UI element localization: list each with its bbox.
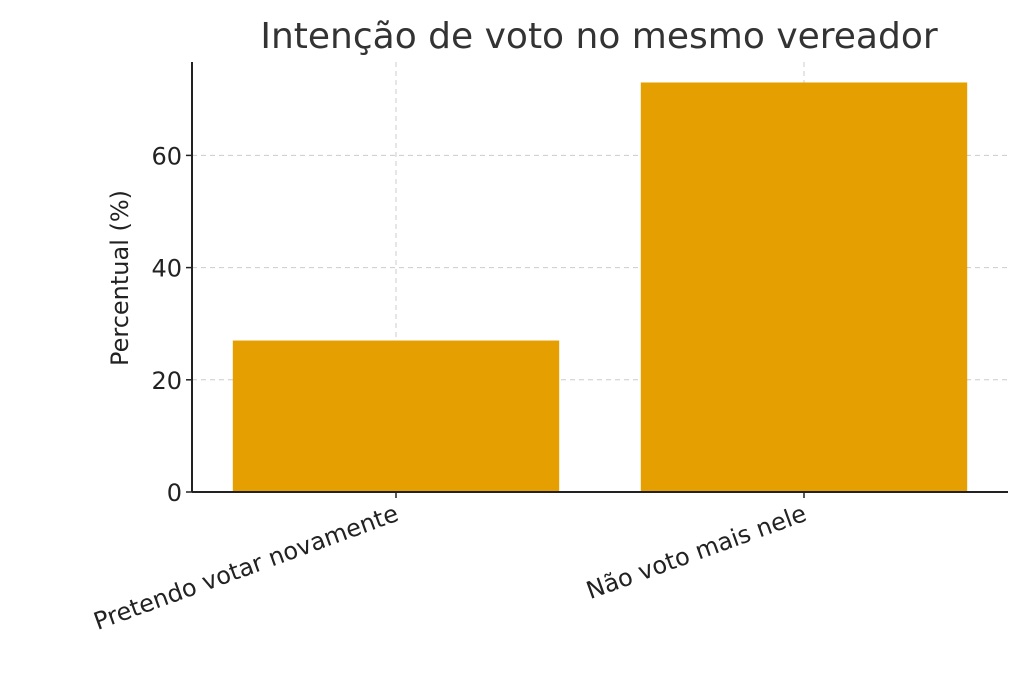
- y-axis-label: Percentual (%): [106, 190, 134, 366]
- y-tick-label: 40: [151, 255, 182, 283]
- y-ticks-layer: 0 20 40 60: [151, 142, 192, 507]
- y-tick-label: 60: [151, 142, 182, 170]
- chart-title: Intenção de voto no mesmo vereador: [260, 16, 938, 57]
- bars-layer: [232, 82, 968, 492]
- x-ticks-layer: Pretendo votar novamente Não voto mais ne…: [90, 492, 810, 636]
- axes-layer: [191, 62, 1008, 493]
- y-tick-label: 0: [167, 479, 182, 507]
- bar: [232, 340, 560, 492]
- x-tick-label: Não voto mais nele: [583, 499, 810, 605]
- y-tick-label: 20: [151, 367, 182, 395]
- x-tick-label: Pretendo votar novamente: [90, 499, 402, 635]
- bar: [640, 82, 968, 492]
